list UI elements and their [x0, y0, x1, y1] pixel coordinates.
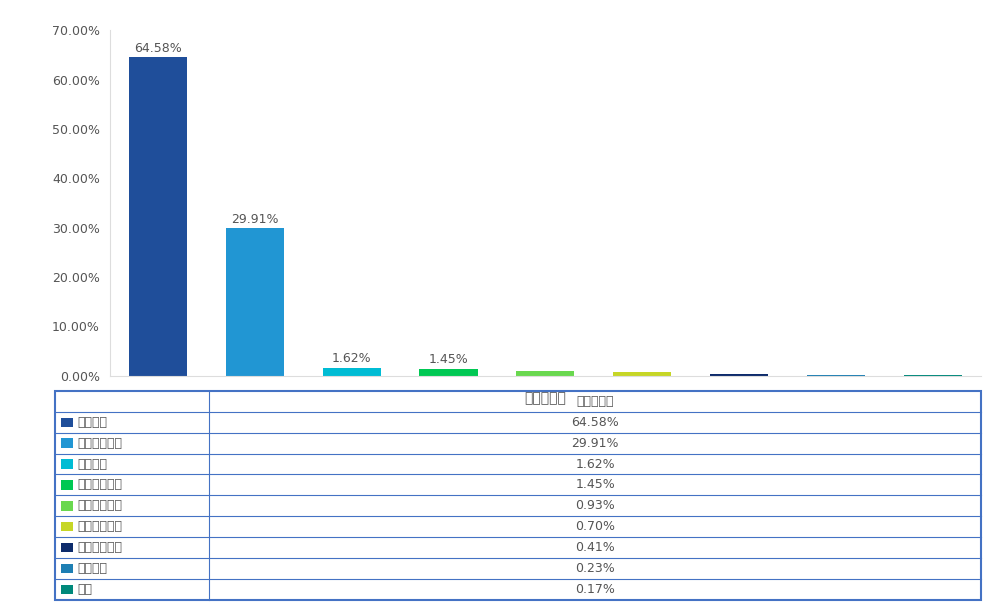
Text: 本科毕业生: 本科毕业生	[577, 395, 614, 408]
Text: 64.58%: 64.58%	[134, 42, 182, 55]
Bar	[710, 374, 768, 376]
Text: 企业单位: 企业单位	[78, 416, 108, 428]
Text: 本科毕业生: 本科毕业生	[524, 391, 567, 405]
Bar	[903, 375, 962, 376]
Bar	[807, 375, 865, 376]
Text: 医疗卫生单位: 医疗卫生单位	[78, 437, 123, 450]
Text: 0.93%: 0.93%	[576, 499, 615, 512]
Bar	[516, 371, 575, 376]
Text: 1.62%: 1.62%	[332, 352, 372, 365]
Text: 1.62%: 1.62%	[576, 458, 615, 470]
Text: 0.17%: 0.17%	[575, 583, 616, 596]
Text: 0.70%: 0.70%	[575, 521, 616, 533]
Text: 其他事业单位: 其他事业单位	[78, 499, 123, 512]
Text: 29.91%: 29.91%	[231, 213, 279, 225]
Bar	[419, 368, 477, 376]
Text: 0.23%: 0.23%	[576, 562, 615, 575]
Text: 中初教育单位: 中初教育单位	[78, 479, 123, 491]
Bar	[128, 57, 187, 376]
Bar	[226, 228, 284, 376]
Text: 1.45%: 1.45%	[428, 353, 468, 366]
Text: 国家机关: 国家机关	[78, 458, 108, 470]
Text: 29.91%: 29.91%	[572, 437, 619, 450]
Bar	[614, 372, 671, 376]
Text: 64.58%: 64.58%	[572, 416, 619, 428]
Text: 部队: 部队	[78, 583, 93, 596]
Text: 其他单位: 其他单位	[78, 562, 108, 575]
Text: 0.41%: 0.41%	[576, 541, 615, 554]
Text: 1.45%: 1.45%	[576, 479, 615, 491]
Bar	[323, 368, 380, 376]
Text: 高等教育单位: 高等教育单位	[78, 521, 123, 533]
Text: 科研设计单位: 科研设计单位	[78, 541, 123, 554]
